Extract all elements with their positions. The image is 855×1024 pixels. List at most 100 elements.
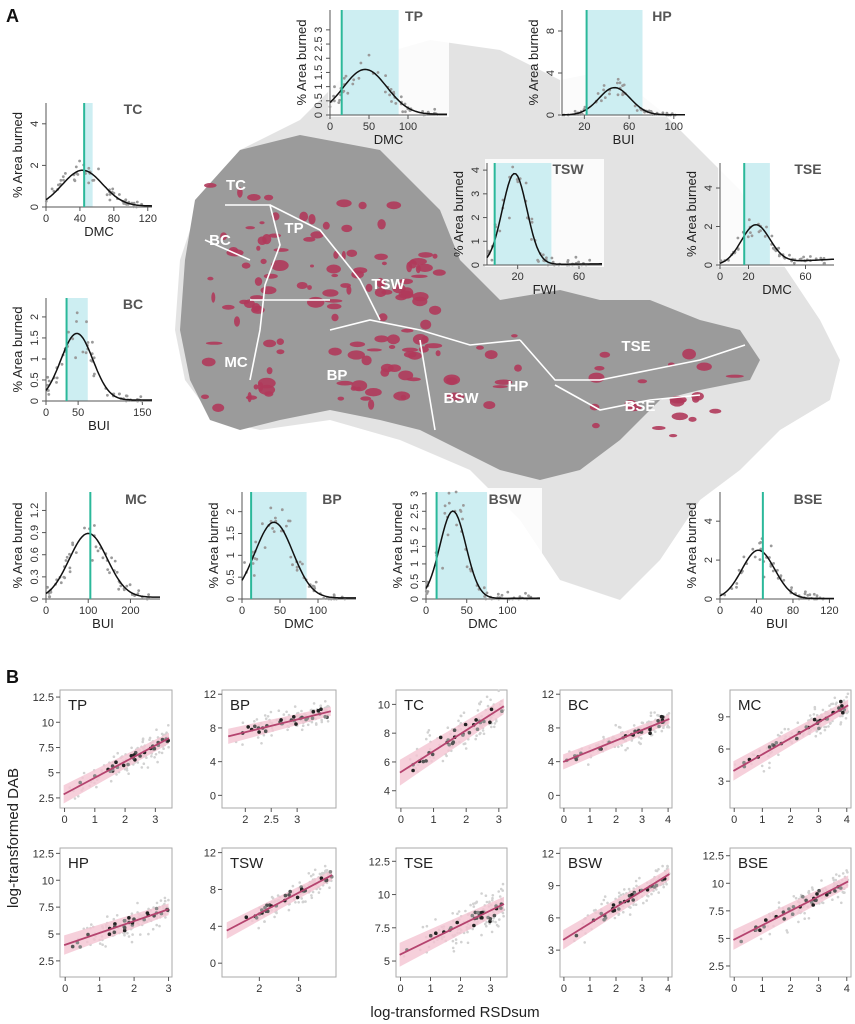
data-point-highlight — [447, 742, 452, 747]
data-point-highlight — [461, 733, 465, 737]
y-tick-label: 7.5 — [39, 742, 54, 754]
data-point — [46, 375, 50, 379]
data-point — [635, 884, 638, 888]
data-point — [736, 248, 740, 251]
data-point — [148, 738, 151, 741]
chart-a-tp: 0 50 100 0 0.5 1 1.5 2 2.5 3 TP DMC % Area burned — [294, 6, 449, 147]
data-point — [394, 102, 398, 105]
data-point — [445, 754, 448, 758]
chart-b-tc: 0 1 2 3 4 6 8 10 TC — [378, 689, 508, 826]
y-tick-label: 0.5 — [29, 372, 41, 387]
data-point — [384, 90, 387, 94]
x-tick-label: 80 — [787, 605, 799, 617]
burn-patch — [401, 328, 414, 333]
data-point — [55, 376, 59, 380]
data-point-highlight — [648, 727, 652, 732]
data-point — [840, 901, 843, 905]
data-point — [273, 915, 276, 919]
data-point — [550, 256, 554, 260]
data-point — [427, 729, 431, 732]
burn-patch — [443, 374, 461, 386]
data-point — [580, 112, 584, 116]
data-point — [819, 256, 823, 260]
data-point — [118, 193, 121, 196]
x-tick-label: 50 — [461, 605, 473, 617]
data-point — [319, 704, 323, 708]
x-tick-label: 0 — [398, 814, 404, 826]
x-tick-label: 0 — [423, 605, 429, 617]
data-point — [357, 76, 361, 80]
data-point — [472, 902, 475, 906]
y-axis-title: % Area burned — [684, 502, 699, 588]
y-tick-label: 10 — [42, 717, 54, 729]
burn-patch — [388, 345, 396, 349]
burn-patch — [682, 348, 696, 360]
data-point — [759, 937, 763, 941]
burn-patch — [406, 261, 413, 273]
chart-title: TP — [405, 8, 423, 24]
burn-patch — [403, 351, 417, 358]
data-point — [110, 556, 113, 560]
data-point-highlight — [791, 905, 796, 909]
burn-patch — [296, 282, 308, 289]
data-point — [300, 709, 303, 713]
data-point — [841, 890, 845, 894]
data-point — [441, 759, 445, 763]
x-tick-label: 4 — [844, 983, 850, 995]
burn-patch — [725, 374, 744, 378]
y-tick-label: 2 — [409, 526, 421, 532]
burn-patch — [346, 285, 352, 295]
y-tick-label: 3 — [313, 27, 325, 33]
data-point — [527, 594, 530, 598]
chart-a-hp: 20 60 100 0 4 8 HP BUI % Area burned — [526, 6, 687, 147]
data-point — [508, 216, 511, 220]
data-point — [333, 85, 336, 89]
x-tick-label: 3 — [487, 983, 493, 995]
data-point — [404, 110, 407, 114]
data-point — [300, 728, 304, 732]
y-tick-label: 9 — [548, 881, 554, 893]
burn-patch — [273, 248, 289, 252]
data-point — [469, 903, 472, 907]
y-tick-label: 12.5 — [33, 692, 54, 704]
data-point — [125, 769, 129, 772]
data-point — [457, 910, 461, 913]
data-point — [342, 76, 346, 80]
data-point — [269, 506, 273, 510]
x-tick-label: 40 — [750, 605, 762, 617]
data-point — [492, 917, 495, 920]
burn-patch — [417, 263, 433, 272]
data-point-highlight — [244, 915, 249, 919]
x-tick-label: 3 — [816, 814, 822, 826]
y-tick-label: 4 — [29, 121, 41, 127]
data-point — [98, 942, 102, 945]
data-point — [768, 761, 771, 765]
data-point — [313, 868, 317, 872]
data-point — [511, 165, 515, 169]
data-point-highlight — [652, 885, 657, 889]
data-point — [649, 711, 653, 714]
data-point-highlight — [430, 752, 435, 757]
burn-patch — [376, 277, 385, 288]
data-point — [466, 930, 469, 934]
data-point — [799, 257, 803, 261]
x-tick-label: 200 — [121, 605, 139, 617]
data-point — [306, 723, 310, 727]
y-tick-label: 12.5 — [369, 856, 390, 868]
data-point — [163, 896, 167, 900]
data-point — [263, 920, 266, 923]
burn-patch — [399, 278, 413, 285]
data-point — [498, 229, 502, 233]
data-point — [462, 711, 466, 714]
data-point — [155, 923, 158, 927]
data-point-highlight — [421, 759, 426, 764]
burn-patch — [247, 392, 252, 403]
y-tick-label: 2 — [313, 55, 325, 61]
burn-patch — [262, 234, 272, 245]
burn-patch — [374, 253, 388, 260]
x-axis-title: DMC — [374, 132, 404, 147]
data-point — [735, 585, 738, 589]
data-point — [301, 562, 304, 566]
data-point — [735, 582, 739, 585]
